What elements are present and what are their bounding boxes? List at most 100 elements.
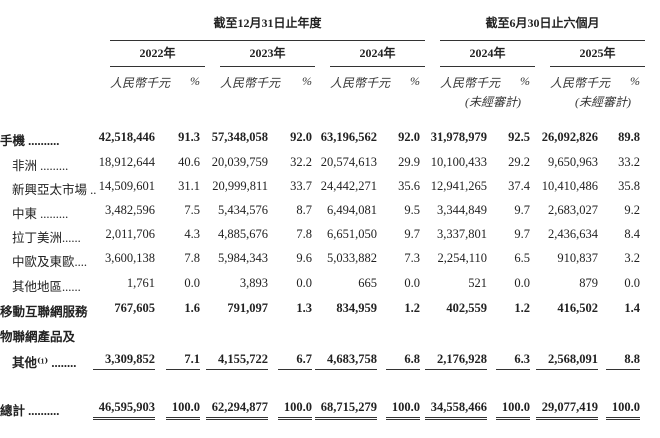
year-header: 2023年 xyxy=(249,46,286,60)
pct-cell: 35.6 xyxy=(398,179,420,193)
amount-cell: 665 xyxy=(358,276,377,290)
pct-cell: 8.7 xyxy=(296,203,312,217)
pct-cell: 100.0 xyxy=(278,400,312,420)
amount-cell: 791,097 xyxy=(227,301,268,315)
pct-cell: 8.8 xyxy=(606,352,640,370)
pct-cell: 7.8 xyxy=(184,251,200,265)
amount-cell: 20,039,759 xyxy=(211,155,268,169)
pct-cell: 0.0 xyxy=(514,276,530,290)
row-label: 物聯網產品及 xyxy=(0,330,76,344)
unit-amount: 人民幣千元 xyxy=(220,76,281,90)
year-header: 2024年 xyxy=(469,46,506,60)
unit-amount: 人民幣千元 xyxy=(110,76,171,90)
pct-cell: 100.0 xyxy=(166,400,200,420)
pct-cell: 89.8 xyxy=(618,130,640,144)
unit-amount: 人民幣千元 xyxy=(550,76,611,90)
amount-cell: 14,509,601 xyxy=(98,179,155,193)
amount-cell: 767,605 xyxy=(114,301,155,315)
unit-pct: % xyxy=(520,74,530,88)
pct-cell: 37.4 xyxy=(508,179,530,193)
amount-cell: 879 xyxy=(579,276,598,290)
pct-cell: 0.0 xyxy=(184,276,200,290)
pct-cell: 4.3 xyxy=(184,227,200,241)
amount-cell: 10,100,433 xyxy=(430,155,487,169)
pct-cell: 33.2 xyxy=(618,155,640,169)
divider xyxy=(440,40,645,41)
amount-cell: 46,595,903 xyxy=(93,400,155,420)
pct-cell: 9.7 xyxy=(404,227,420,241)
amount-cell: 26,092,826 xyxy=(541,130,598,144)
pct-cell: 100.0 xyxy=(386,400,420,420)
amount-cell: 402,559 xyxy=(446,301,487,315)
divider xyxy=(550,66,645,67)
unit-pct: % xyxy=(410,74,420,88)
amount-cell: 20,574,613 xyxy=(320,155,377,169)
pct-cell: 29.2 xyxy=(508,155,530,169)
amount-cell: 2,436,634 xyxy=(548,227,598,241)
amount-cell: 5,984,343 xyxy=(218,251,268,265)
row-label: 非洲 ......... xyxy=(12,159,69,173)
unit-amount: 人民幣千元 xyxy=(440,76,501,90)
year-header: 2024年 xyxy=(359,46,396,60)
amount-cell: 521 xyxy=(468,276,487,290)
amount-cell: 5,033,882 xyxy=(327,251,377,265)
amount-cell: 20,999,811 xyxy=(212,179,268,193)
pct-cell: 0.0 xyxy=(296,276,312,290)
pct-cell: 33.7 xyxy=(290,179,312,193)
unit-pct: % xyxy=(302,74,312,88)
amount-cell: 4,155,722 xyxy=(206,352,268,370)
row-label: 中歐及東歐.... xyxy=(12,255,88,269)
pct-cell: 6.8 xyxy=(386,352,420,370)
pct-cell: 92.5 xyxy=(508,130,530,144)
amount-cell: 24,442,271 xyxy=(320,179,377,193)
amount-cell: 68,715,279 xyxy=(315,400,377,420)
pct-cell: 100.0 xyxy=(496,400,530,420)
pct-cell: 40.6 xyxy=(178,155,200,169)
row-label: 其他⁽¹⁾ ........ xyxy=(12,356,77,370)
amount-cell: 2,176,928 xyxy=(425,352,487,370)
row-label: 手機 .......... xyxy=(0,134,60,148)
pct-cell: 7.8 xyxy=(296,227,312,241)
pct-cell: 8.4 xyxy=(624,227,640,241)
amount-cell: 18,912,644 xyxy=(98,155,155,169)
pct-cell: 1.3 xyxy=(296,301,312,315)
row-label: 其他地區...... xyxy=(12,280,81,294)
pct-cell: 1.2 xyxy=(404,301,420,315)
pct-cell: 91.3 xyxy=(178,130,200,144)
amount-cell: 416,502 xyxy=(557,301,598,315)
amount-cell: 2,683,027 xyxy=(548,203,598,217)
pct-cell: 31.1 xyxy=(178,179,200,193)
amount-cell: 62,294,877 xyxy=(206,400,268,420)
pct-cell: 7.5 xyxy=(184,203,200,217)
header-full-year: 截至12月31日止年度 xyxy=(213,16,322,30)
amount-cell: 10,410,486 xyxy=(541,179,598,193)
unaudited-label: (未經審計) xyxy=(465,95,521,109)
divider xyxy=(220,66,315,67)
row-label: 總計 .......... xyxy=(0,404,60,418)
amount-cell: 2,568,091 xyxy=(536,352,598,370)
pct-cell: 92.0 xyxy=(290,130,312,144)
header-six-months: 截至6月30日止六個月 xyxy=(485,16,600,30)
amount-cell: 2,254,110 xyxy=(437,251,487,265)
pct-cell: 100.0 xyxy=(606,400,640,420)
amount-cell: 4,683,758 xyxy=(315,352,377,370)
divider xyxy=(440,66,535,67)
divider xyxy=(330,66,425,67)
amount-cell: 6,494,081 xyxy=(327,203,377,217)
row-label: 中東 ......... xyxy=(12,207,69,221)
amount-cell: 3,600,138 xyxy=(105,251,155,265)
pct-cell: 9.2 xyxy=(624,203,640,217)
pct-cell: 0.0 xyxy=(624,276,640,290)
pct-cell: 1.2 xyxy=(514,301,530,315)
pct-cell: 32.2 xyxy=(290,155,312,169)
amount-cell: 3,344,849 xyxy=(437,203,487,217)
amount-cell: 834,959 xyxy=(336,301,377,315)
pct-cell: 9.5 xyxy=(404,203,420,217)
pct-cell: 6.5 xyxy=(514,251,530,265)
pct-cell: 7.1 xyxy=(166,352,200,370)
pct-cell: 6.3 xyxy=(496,352,530,370)
amount-cell: 6,651,050 xyxy=(327,227,377,241)
pct-cell: 29.9 xyxy=(398,155,420,169)
pct-cell: 1.6 xyxy=(184,301,200,315)
year-header: 2022年 xyxy=(139,46,176,60)
